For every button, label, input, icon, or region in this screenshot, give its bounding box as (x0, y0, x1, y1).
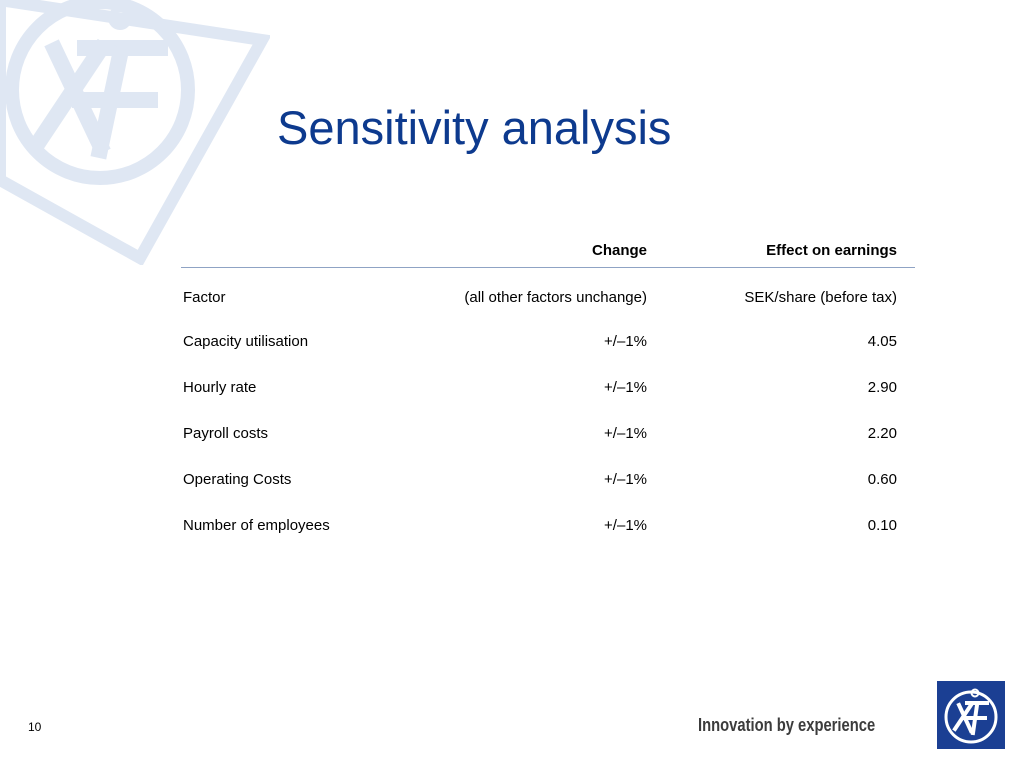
row-factor: Number of employees (183, 517, 330, 534)
table-subheader-row: Factor (all other factors unchange) SEK/… (181, 268, 915, 318)
subheader-change: (all other factors unchange) (464, 289, 647, 306)
row-effect: 2.90 (867, 379, 897, 396)
header-effect: Effect on earnings (766, 242, 897, 259)
sensitivity-table: Change Effect on earnings Factor (all ot… (181, 234, 915, 548)
row-change: +/–1% (604, 425, 647, 442)
table-row: Operating Costs +/–1% 0.60 (181, 456, 915, 502)
row-factor: Payroll costs (183, 425, 269, 442)
page-title: Sensitivity analysis (277, 101, 672, 154)
page-number: 10 (28, 720, 42, 734)
row-factor: Hourly rate (183, 379, 257, 396)
header-change: Change (591, 242, 647, 259)
row-change: +/–1% (604, 517, 647, 534)
table-row: Capacity utilisation +/–1% 4.05 (181, 318, 915, 364)
af-logo-icon (936, 680, 1006, 750)
af-logo-watermark-icon (0, 0, 270, 265)
table-row: Number of employees +/–1% 0.10 (181, 502, 915, 548)
row-change: +/–1% (604, 333, 647, 350)
table-header-row: Change Effect on earnings (181, 234, 915, 268)
table-row: Hourly rate +/–1% 2.90 (181, 364, 915, 410)
row-effect: 0.10 (867, 517, 897, 534)
subheader-factor: Factor (183, 289, 226, 306)
table-row: Payroll costs +/–1% 2.20 (181, 410, 915, 456)
row-effect: 0.60 (867, 471, 897, 488)
row-effect: 2.20 (867, 425, 897, 442)
row-change: +/–1% (604, 471, 647, 488)
row-factor: Capacity utilisation (183, 333, 309, 350)
subheader-effect: SEK/share (before tax) (744, 289, 897, 306)
row-change: +/–1% (604, 379, 647, 396)
tagline: Innovation by experience (698, 715, 876, 735)
row-factor: Operating Costs (183, 471, 292, 488)
row-effect: 4.05 (867, 333, 897, 350)
